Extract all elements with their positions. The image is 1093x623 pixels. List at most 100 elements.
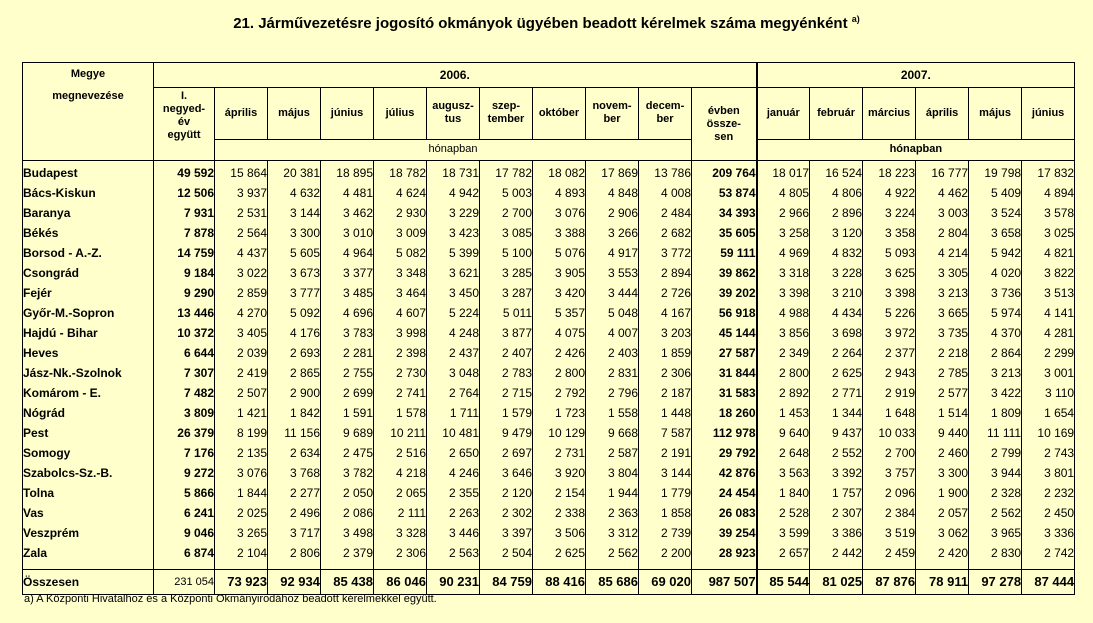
- month-2007-value: 2 450: [1021, 503, 1076, 523]
- honapban-2007-label: hónapban: [756, 138, 1076, 162]
- month-2006-value: 3 300: [267, 223, 321, 243]
- month-2006-value: 2 930: [373, 203, 427, 223]
- table-body: Budapest 49 592 15 864 20 381 18 895 18 782 18…: [22, 160, 1076, 595]
- county-name: Somogy: [22, 443, 154, 463]
- table-header: Megye megnevezése 2006. 2007. I. negyed-év egy…: [22, 62, 1076, 162]
- month-2007-value: 4 832: [809, 243, 864, 263]
- q1-value: 9 184: [153, 263, 215, 283]
- month-2006-value: 4 008: [638, 183, 692, 203]
- year-total-value: 56 918: [691, 303, 758, 323]
- table-row: Pest 26 379 8 199 11 156 9 689 10 211 10 481 9 …: [22, 423, 1076, 443]
- month-2006-value: 2 831: [585, 363, 639, 383]
- month-2006-value: 3 076: [214, 463, 268, 483]
- month-2007-value: 3 392: [809, 463, 864, 483]
- month-2006-value: 3 621: [426, 263, 480, 283]
- month-2007-value: 16 777: [915, 160, 970, 183]
- month-2006-value: 3 485: [320, 283, 374, 303]
- month-2007-value: 3 735: [915, 323, 970, 343]
- month-2007-value: 4 214: [915, 243, 970, 263]
- month-2006-value: 7 587: [638, 423, 692, 443]
- month-2006-value: 1 858: [638, 503, 692, 523]
- year-total-value: 34 393: [691, 203, 758, 223]
- total-row: Összesen 231 054 73 923 92 934 85 438 86 046 9…: [22, 569, 1076, 595]
- month-2007-value: 3 062: [915, 523, 970, 543]
- header-line: negyed-: [162, 103, 206, 115]
- month-2006-value: 3 405: [214, 323, 268, 343]
- month-2006-value: 3 010: [320, 223, 374, 243]
- month-2007-value: 3 120: [809, 223, 864, 243]
- month-2006-value: 3 287: [479, 283, 533, 303]
- month-2007-value: 5 226: [862, 303, 917, 323]
- month-2006-value: 3 782: [320, 463, 374, 483]
- month-2006-value: 9 479: [479, 423, 533, 443]
- month-2006-value: 2 403: [585, 343, 639, 363]
- month-2007-value: 2 264: [809, 343, 864, 363]
- month-2007-value: 78 911: [915, 569, 970, 595]
- month-2006-value: 2 806: [267, 543, 321, 563]
- month-2006-value: 2 562: [585, 543, 639, 563]
- month-2006-value: 3 464: [373, 283, 427, 303]
- month-2007-value: 3 258: [756, 223, 811, 243]
- q1-2006-header: I. negyed-év együtt: [153, 87, 215, 161]
- month-2006-value: 2 900: [267, 383, 321, 403]
- table-row: Győr-M.-Sopron 13 446 4 270 5 092 4 696 4 607…: [22, 303, 1076, 323]
- month-2007-value: 5 093: [862, 243, 917, 263]
- month-2007-value: 3 422: [968, 383, 1023, 403]
- month-2006-value: 1 711: [426, 403, 480, 423]
- month-2006-value: 2 504: [479, 543, 533, 563]
- county-name: Csongrád: [22, 263, 154, 283]
- month-2006-value: 4 270: [214, 303, 268, 323]
- q1-value: 5 866: [153, 483, 215, 503]
- month-2006-value: 2 764: [426, 383, 480, 403]
- month-2006-value: 2 281: [320, 343, 374, 363]
- month-2006-value: 3 229: [426, 203, 480, 223]
- month-2007-header: június: [1021, 87, 1076, 140]
- q1-value: 9 046: [153, 523, 215, 543]
- month-2007-value: 3 757: [862, 463, 917, 483]
- month-2006-value: 18 895: [320, 160, 374, 183]
- month-2006-value: 3 144: [638, 463, 692, 483]
- q1-value: 7 176: [153, 443, 215, 463]
- month-2007-value: 2 800: [756, 363, 811, 383]
- month-2007-value: 4 806: [809, 183, 864, 203]
- footnote: a) A Központi Hivatalhoz és a Központi O…: [24, 593, 437, 605]
- month-2006-value: 17 869: [585, 160, 639, 183]
- year-total-value: 39 202: [691, 283, 758, 303]
- month-2007-header: április: [915, 87, 970, 140]
- month-2006-value: 1 579: [479, 403, 533, 423]
- month-2006-value: 3 777: [267, 283, 321, 303]
- table-row: Fejér 9 290 2 859 3 777 3 485 3 464 3 450 3 287…: [22, 283, 1076, 303]
- county-name: Zala: [22, 543, 154, 563]
- table-row: Budapest 49 592 15 864 20 381 18 895 18 782 18…: [22, 160, 1076, 183]
- month-2007-value: 3 698: [809, 323, 864, 343]
- month-2006-header: novem-ber: [585, 87, 639, 140]
- month-2006-value: 3 420: [532, 283, 586, 303]
- month-2006-value: 2 277: [267, 483, 321, 503]
- month-2007-value: 3 944: [968, 463, 1023, 483]
- month-2007-value: 4 281: [1021, 323, 1076, 343]
- table-row: Somogy 7 176 2 135 2 634 2 475 2 516 2 650 2 69…: [22, 443, 1076, 463]
- month-2006-value: 2 135: [214, 443, 268, 463]
- month-2007-value: 2 384: [862, 503, 917, 523]
- year-total-value: 31 844: [691, 363, 758, 383]
- q1-value: 9 290: [153, 283, 215, 303]
- month-2007-value: 97 278: [968, 569, 1023, 595]
- month-2006-value: 5 011: [479, 303, 533, 323]
- month-2006-value: 4 176: [267, 323, 321, 343]
- month-2006-value: 18 731: [426, 160, 480, 183]
- month-2007-value: 2 552: [809, 443, 864, 463]
- month-2006-value: 3 444: [585, 283, 639, 303]
- month-2006-value: 1 842: [267, 403, 321, 423]
- table-row: Zala 6 874 2 104 2 806 2 379 2 306 2 563 2 504 2…: [22, 543, 1076, 563]
- month-2007-value: 2 459: [862, 543, 917, 563]
- month-2006-value: 5 224: [426, 303, 480, 323]
- month-2006-value: 3 388: [532, 223, 586, 243]
- county-name: Fejér: [22, 283, 154, 303]
- month-2006-value: 2 039: [214, 343, 268, 363]
- month-2006-value: 69 020: [638, 569, 692, 595]
- month-2006-value: 5 048: [585, 303, 639, 323]
- month-2006-value: 2 650: [426, 443, 480, 463]
- page-title: 21. Járművezetésre jogosító okmányok ügy…: [0, 14, 1093, 32]
- month-2007-value: 2 299: [1021, 343, 1076, 363]
- month-2006-value: 2 800: [532, 363, 586, 383]
